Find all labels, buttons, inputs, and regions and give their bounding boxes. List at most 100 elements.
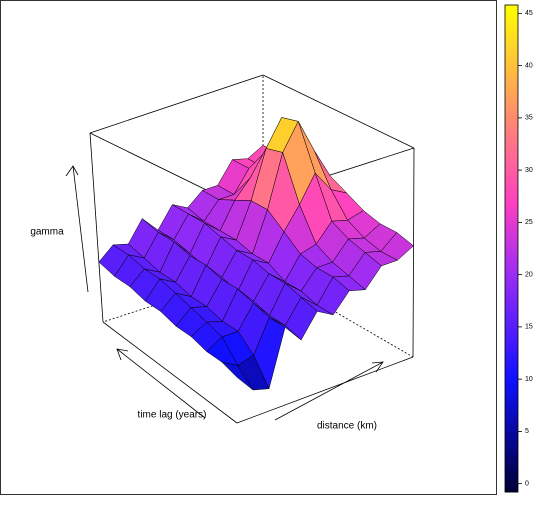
colorkey-swatch: [505, 216, 518, 221]
colorkey-swatch: [505, 37, 518, 43]
colorkey-swatch: [505, 309, 518, 314]
colorkey-swatch: [505, 98, 518, 103]
colorkey-swatch: [505, 272, 518, 278]
colorkey-swatch: [505, 5, 518, 10]
colorkey-swatch: [505, 45, 518, 51]
colorkey-swatch: [505, 17, 518, 22]
colorkey-swatch: [505, 398, 518, 404]
colorkey-swatch: [505, 264, 518, 270]
colorkey-swatch: [505, 90, 518, 95]
colorkey-swatch: [505, 252, 518, 258]
colorkey-swatch: [505, 321, 518, 327]
colorkey-swatch: [505, 337, 518, 343]
colorkey-swatch: [505, 455, 518, 461]
colorkey-swatch: [505, 406, 518, 412]
colorkey-swatch: [505, 451, 518, 456]
z-arrow: [65, 165, 89, 293]
colorkey-tick-label: 20: [525, 271, 533, 278]
colorkey-swatch: [505, 329, 518, 335]
colorkey-tick-label: 5: [525, 428, 529, 435]
colorkey-swatch: [505, 370, 518, 375]
colorkey-swatch: [505, 402, 518, 408]
colorkey-swatch: [505, 191, 518, 197]
colorkey-swatch: [505, 317, 518, 323]
colorkey-border: [504, 4, 519, 493]
colorkey-swatch: [505, 236, 518, 241]
colorkey-swatch: [505, 345, 518, 351]
colorkey-tick-label: 40: [525, 62, 533, 69]
colorkey-tick-label: 45: [525, 10, 533, 17]
colorkey-swatch: [505, 110, 518, 116]
colorkey-swatch: [505, 260, 518, 266]
colorkey-swatch: [505, 349, 518, 355]
colorkey-swatch: [505, 341, 518, 347]
box-edge: [89, 74, 264, 134]
colorkey-swatch: [505, 463, 518, 469]
colorkey-swatch: [505, 102, 518, 107]
colorkey-swatch: [505, 378, 518, 383]
colorkey-swatch: [505, 325, 518, 331]
colorkey-swatch: [505, 382, 518, 387]
colorkey-swatch: [505, 333, 518, 339]
colorkey-swatch: [505, 207, 518, 213]
colorkey-swatch: [505, 114, 518, 120]
y-arrow: [116, 348, 206, 419]
colorkey-swatch: [505, 256, 518, 262]
box-edge: [89, 132, 104, 323]
colorkey-swatch: [505, 471, 518, 477]
colorkey-tick-label: 15: [525, 324, 533, 331]
colorkey-swatch: [505, 199, 518, 205]
colorkey-swatch: [505, 224, 518, 229]
colorkey-swatch: [505, 293, 518, 298]
colorkey-swatch: [505, 313, 518, 318]
colorkey-swatch: [505, 390, 518, 396]
colorkey-swatch: [505, 232, 518, 237]
colorkey-swatch: [505, 203, 518, 209]
colorkey-swatch: [505, 280, 518, 286]
colorkey-swatch: [505, 151, 518, 156]
colorkey-swatch: [505, 9, 518, 14]
box-edge: [102, 321, 238, 424]
x-axis-label: distance (km): [317, 421, 377, 432]
box-edge: [412, 147, 415, 358]
colorkey-swatch: [505, 179, 518, 185]
colorkey-swatch: [505, 187, 518, 193]
y-axis-label: time lag (years): [138, 410, 207, 421]
colorkey-swatch: [505, 435, 518, 440]
colorkey-swatch: [505, 423, 518, 428]
colorkey-swatch: [505, 155, 518, 160]
colorkey-swatch: [505, 394, 518, 400]
colorkey-swatch: [505, 285, 518, 290]
colorkey-swatch: [505, 138, 518, 144]
colorkey-swatch: [505, 13, 518, 18]
colorkey-swatch: [505, 301, 518, 306]
colorkey-swatch: [505, 305, 518, 310]
colorkey-swatch: [505, 439, 518, 444]
colorkey-swatch: [505, 211, 518, 217]
colorkey-swatch: [505, 53, 518, 59]
colorkey-swatch: [505, 268, 518, 274]
colorkey-swatch: [505, 467, 518, 473]
z-axis-label: gamma: [30, 227, 64, 238]
colorkey-swatch: [505, 171, 518, 176]
colorkey-tick-label: 30: [525, 167, 533, 174]
surface-facet: [221, 361, 254, 391]
colorkey-swatch: [505, 49, 518, 55]
colorkey-swatch: [505, 147, 518, 152]
colorkey-tick-label: 25: [525, 219, 533, 226]
colorkey-swatch: [505, 220, 518, 225]
colorkey-swatch: [505, 21, 518, 26]
colorkey-swatch: [505, 57, 518, 63]
colorkey-swatch: [505, 366, 518, 371]
colorkey-swatch: [505, 276, 518, 282]
colorkey: 0 5 10 15 20 25 30 35 40 45: [504, 4, 533, 493]
colorkey-swatch: [505, 487, 518, 493]
colorkey-tick-label: 10: [525, 376, 533, 383]
colorkey-swatch: [505, 431, 518, 436]
colorkey-swatch: [505, 159, 518, 164]
colorkey-swatch: [505, 33, 518, 38]
colorkey-swatch: [505, 443, 518, 448]
colorkey-swatch: [505, 25, 518, 30]
colorkey-swatch: [505, 447, 518, 452]
colorkey-swatch: [505, 167, 518, 172]
